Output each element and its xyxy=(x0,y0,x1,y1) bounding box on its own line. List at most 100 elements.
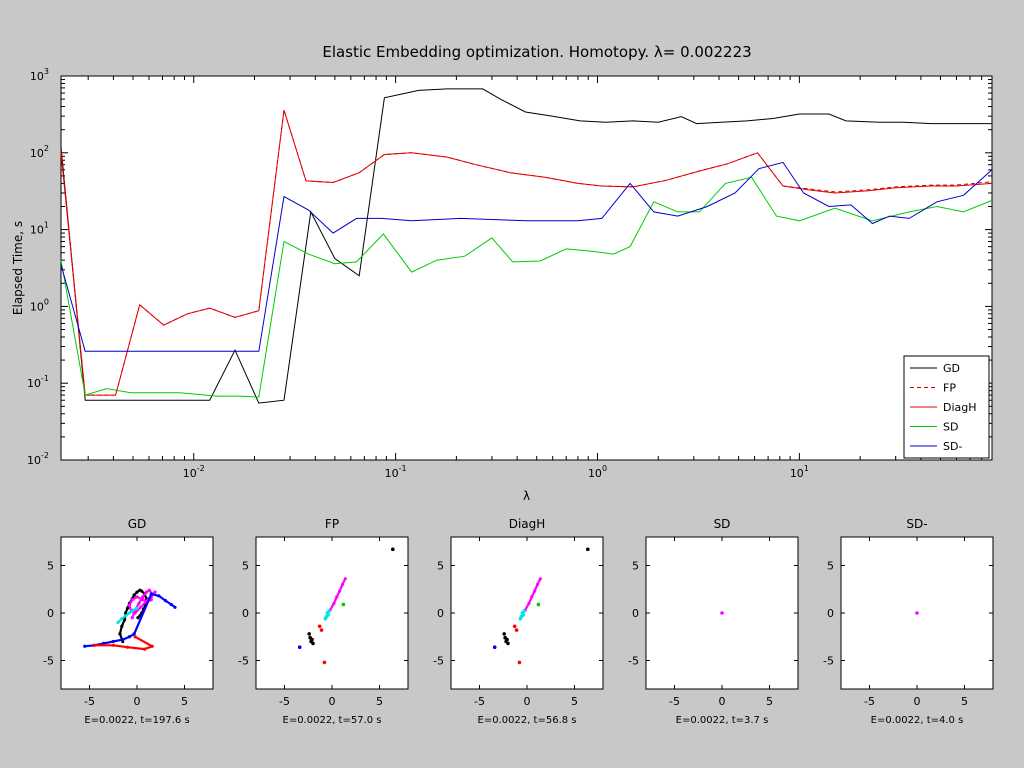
y-tick-label: 0 xyxy=(437,607,444,620)
embedding-point xyxy=(505,637,509,642)
embedding-point xyxy=(83,644,87,648)
embedding-point xyxy=(127,635,131,639)
embedding-point xyxy=(517,660,522,665)
x-tick-label: 5 xyxy=(181,695,188,708)
embedding-point xyxy=(137,601,141,606)
y-tick-label: -5 xyxy=(823,655,834,668)
embedding-point xyxy=(136,616,140,620)
embedding-point xyxy=(150,644,154,648)
embedding-point xyxy=(332,601,336,606)
y-tick-label: 5 xyxy=(827,560,834,573)
x-tick-label: -5 xyxy=(84,695,95,708)
embedding-point xyxy=(132,632,136,636)
x-tick-label: 0 xyxy=(134,695,141,708)
y-axis-label: Elapsed Time, s xyxy=(11,221,25,315)
x-tick-label: 10-2 xyxy=(183,464,205,480)
y-tick-label: -5 xyxy=(628,655,639,668)
embedding-point xyxy=(135,606,139,610)
subplot-caption: E=0.0022, t=56.8 s xyxy=(478,715,577,726)
figure-title: Elastic Embedding optimization. Homotopy… xyxy=(322,43,751,61)
embedding-point xyxy=(512,624,517,629)
embedding-point xyxy=(135,590,139,594)
embedding-point xyxy=(130,616,134,620)
subplot-caption: E=0.0022, t=4.0 s xyxy=(871,715,964,726)
y-tick-label: 102 xyxy=(30,144,49,160)
x-tick-label: 101 xyxy=(790,464,809,480)
embedding-point xyxy=(514,628,519,632)
embedding-point xyxy=(530,595,534,599)
x-tick-label: 5 xyxy=(376,695,383,708)
subplot-sd: SD E=0.0022, t=3.7 s -5 0 5 5 0 -5 xyxy=(628,517,799,726)
x-tick-label: -5 xyxy=(864,695,875,708)
legend-label: DiagH xyxy=(943,401,977,414)
embedding-point xyxy=(143,647,147,651)
embedding-point xyxy=(147,588,151,592)
embedding-curve xyxy=(94,635,154,651)
y-tick-label: 10-2 xyxy=(27,451,49,467)
x-tick-label: -5 xyxy=(669,695,680,708)
subplot-caption: E=0.0022, t=57.0 s xyxy=(283,715,382,726)
subplot-gd: GD E=0.0022, t=197.6 s -5 0 5 5 0 -5 xyxy=(43,517,214,726)
embedding-point xyxy=(322,660,327,665)
subplot-fp: FP E=0.0022, t=57.0 s -5 0 5 5 0 -5 xyxy=(238,517,409,726)
y-tick-label: 0 xyxy=(632,607,639,620)
y-tick-label: 5 xyxy=(632,560,639,573)
series-line-diagh xyxy=(60,109,993,396)
embedding-point xyxy=(319,628,324,632)
series-line-sd xyxy=(60,176,993,398)
embedding-point xyxy=(132,593,136,597)
embedding-point xyxy=(527,601,531,606)
x-tick-label: 10-1 xyxy=(385,464,407,480)
subplot-sd-minus: SD- E=0.0022, t=4.0 s -5 0 5 5 0 -5 xyxy=(823,517,994,726)
subplot-title: FP xyxy=(325,517,339,531)
embedding-point xyxy=(118,632,122,636)
embedding-point xyxy=(135,595,139,599)
series-line-sd-minus xyxy=(60,161,993,352)
embedding-point xyxy=(536,602,541,607)
legend-label: SD- xyxy=(943,440,962,453)
x-tick-label: 5 xyxy=(766,695,773,708)
embedding-point xyxy=(341,602,346,607)
legend-label: SD xyxy=(943,421,958,434)
embedding-point xyxy=(120,617,124,621)
subplot-area xyxy=(450,536,604,690)
embedding-point xyxy=(111,643,115,647)
embedding-point xyxy=(125,606,130,610)
x-tick-label: -5 xyxy=(279,695,290,708)
embedding-point xyxy=(522,609,526,613)
embedding-point xyxy=(125,645,130,649)
y-tick-label: 101 xyxy=(30,221,49,237)
embedding-point xyxy=(323,616,328,621)
subplots: GD E=0.0022, t=197.6 s -5 0 5 5 0 -5 FP E=0.0022,… xyxy=(43,517,994,726)
embedding-point xyxy=(915,611,919,615)
embedding-point xyxy=(131,608,135,612)
legend-label: FP xyxy=(943,382,956,395)
y-tick-label: 5 xyxy=(242,560,249,573)
y-tick-label: 100 xyxy=(30,297,49,313)
embedding-point xyxy=(140,589,144,593)
y-tick-label: -5 xyxy=(238,655,249,668)
embedding-point xyxy=(120,624,124,628)
embedding-point xyxy=(317,624,322,629)
x-tick-label: 5 xyxy=(961,695,968,708)
x-tick-label: 0 xyxy=(524,695,531,708)
embedding-point xyxy=(343,577,347,581)
embedding-point xyxy=(123,618,127,622)
y-tick-label: 10-1 xyxy=(27,374,49,390)
embedding-point xyxy=(173,605,177,609)
embedding-point xyxy=(518,616,523,621)
subplot-title: DiagH xyxy=(509,517,546,531)
x-tick-label: 100 xyxy=(588,464,607,480)
embedding-point xyxy=(311,641,315,646)
embedding-point xyxy=(340,582,345,587)
subplot-title: SD xyxy=(714,517,731,531)
embedding-point xyxy=(586,547,590,552)
embedding-point xyxy=(124,611,128,615)
x-tick-label: 0 xyxy=(719,695,726,708)
series-line-gd xyxy=(60,88,992,404)
embedding-point xyxy=(133,611,137,615)
embedding-point xyxy=(297,645,302,649)
y-tick-label: 5 xyxy=(47,560,54,573)
embedding-point xyxy=(144,590,149,594)
